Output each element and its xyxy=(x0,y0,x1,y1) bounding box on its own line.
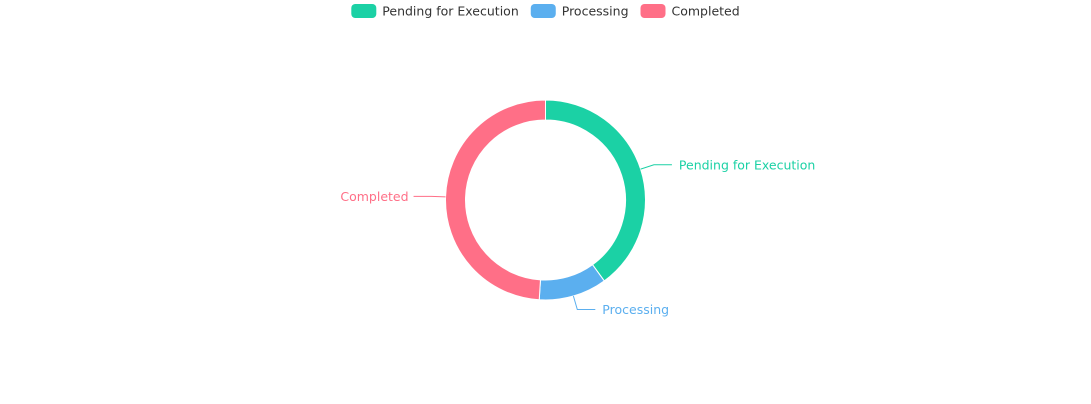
legend-swatch-processing xyxy=(531,4,556,18)
legend-item-pending-for-execution[interactable]: Pending for Execution xyxy=(351,4,518,19)
donut-ring xyxy=(446,100,646,300)
slice-completed[interactable] xyxy=(446,100,546,300)
slice-pending-for-execution[interactable] xyxy=(546,100,646,281)
legend-label-pending-for-execution: Pending for Execution xyxy=(382,4,518,19)
legend-label-processing: Processing xyxy=(562,4,629,19)
slice-label-completed: Completed xyxy=(340,189,408,204)
legend-swatch-completed xyxy=(641,4,666,18)
slice-processing[interactable] xyxy=(539,265,604,300)
slice-label-pending-for-execution: Pending for Execution xyxy=(679,157,815,172)
legend: Pending for Execution Processing Completed xyxy=(351,4,739,19)
slice-label-processing: Processing xyxy=(602,302,669,317)
legend-item-processing[interactable]: Processing xyxy=(531,4,629,19)
leader-line-pending-for-execution xyxy=(641,165,672,169)
leader-line-processing xyxy=(573,296,595,309)
legend-swatch-pending-for-execution xyxy=(351,4,376,18)
legend-label-completed: Completed xyxy=(672,4,740,19)
legend-item-completed[interactable]: Completed xyxy=(641,4,740,19)
